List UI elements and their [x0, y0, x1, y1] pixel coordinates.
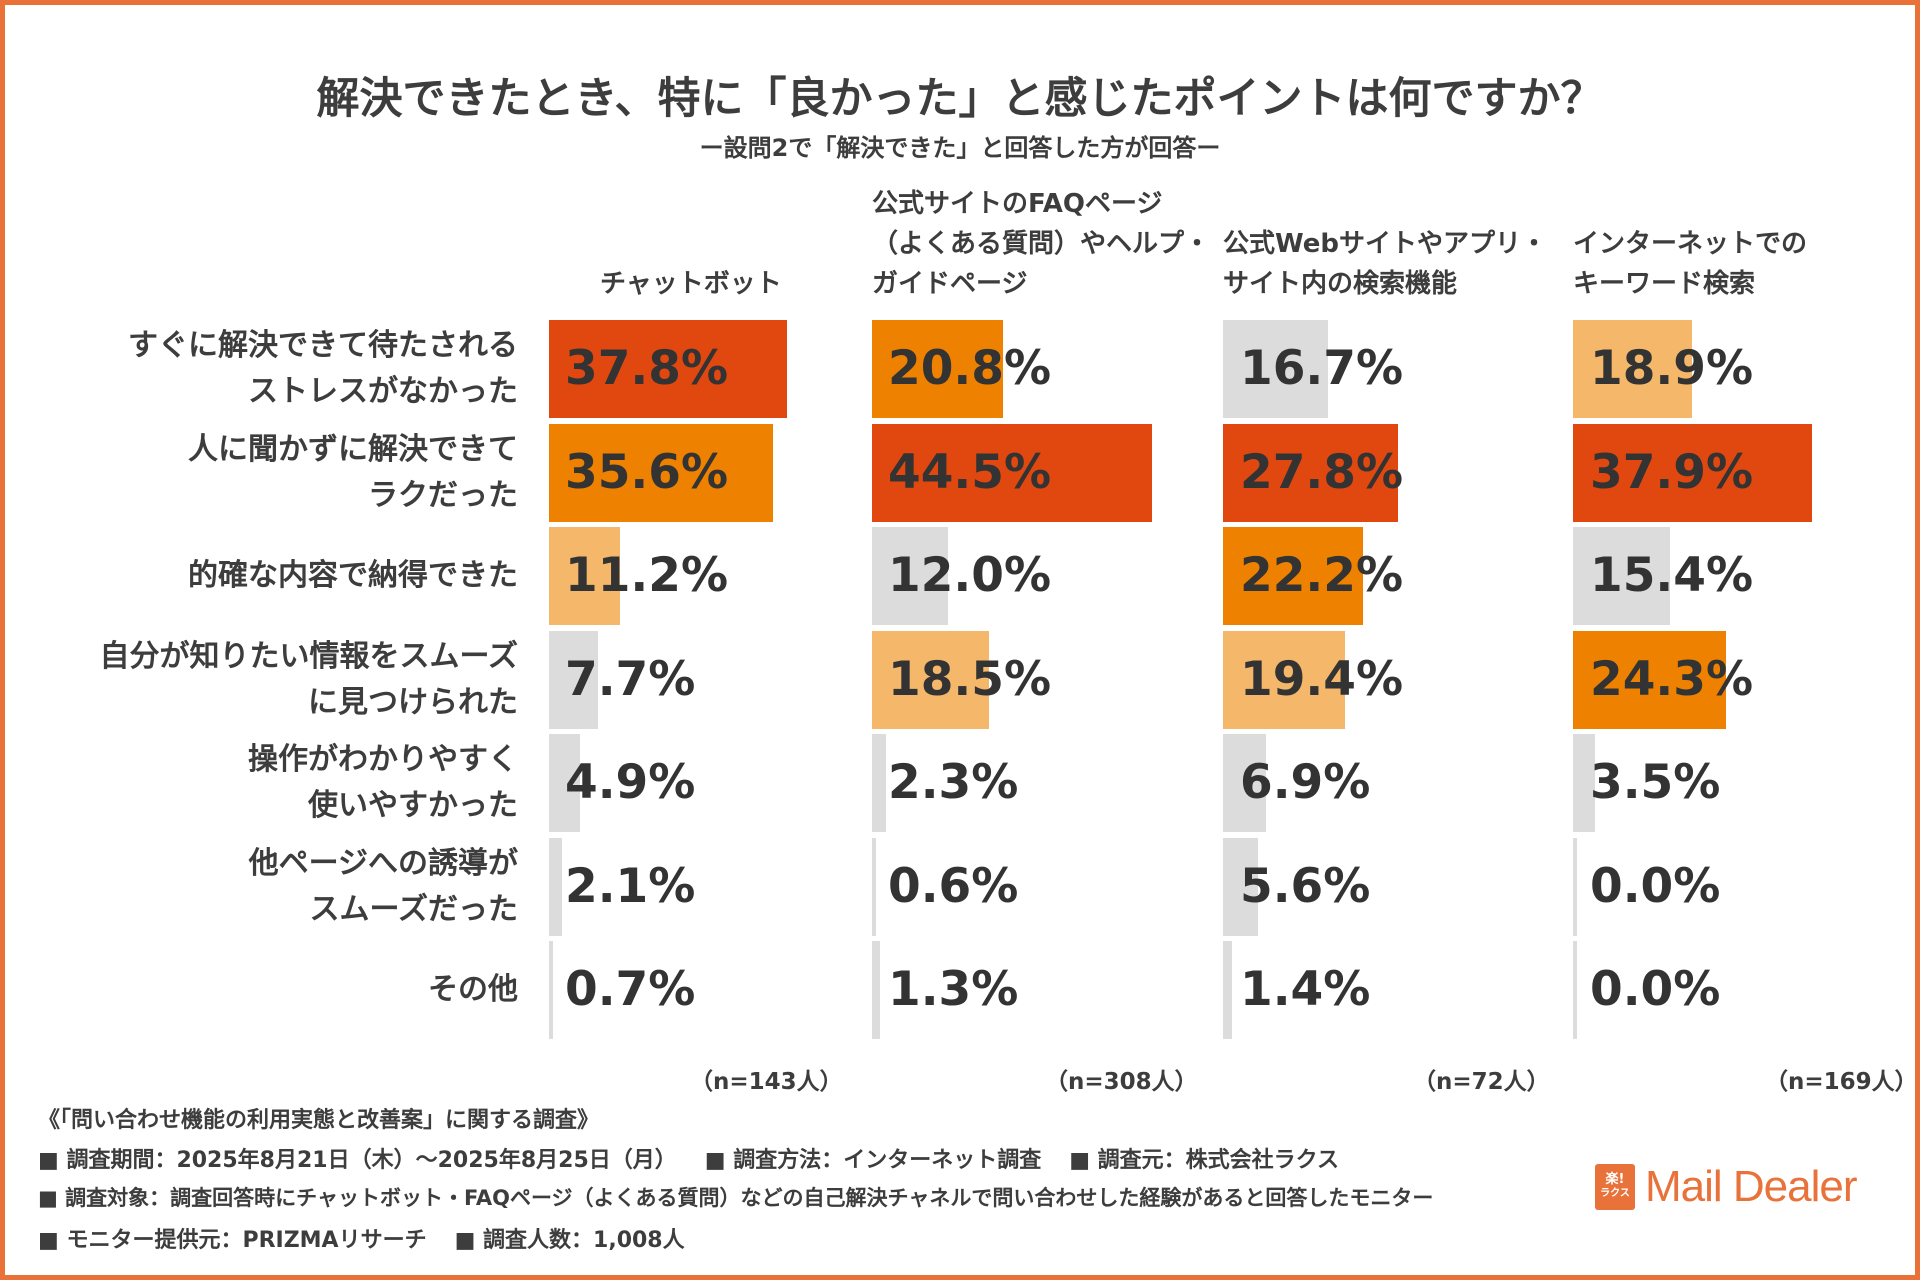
rakus-logo-mark: 楽! ラクス: [1595, 1164, 1635, 1210]
row-label: 的確な内容で納得できた: [188, 558, 518, 593]
bar: [872, 320, 1004, 418]
bar: [1223, 630, 1346, 729]
chart-subtitle: ー設問2で「解決できた」と回答した方が回答ー: [699, 134, 1221, 162]
data-label: 2.1%: [565, 858, 696, 914]
bar: [1223, 734, 1267, 832]
data-label: 18.5%: [888, 651, 1052, 707]
bar: [549, 630, 598, 729]
footer-period: ■ 調査期間：2025年8月21日（木）～2025年8月25日（月）: [38, 1148, 677, 1173]
data-label: 1.3%: [888, 962, 1019, 1017]
data-label: 1.4%: [1240, 962, 1371, 1017]
column-header: チャットボット: [600, 269, 782, 299]
data-label: 12.0%: [888, 548, 1052, 603]
data-label: 4.9%: [565, 755, 696, 810]
bar: [1573, 630, 1727, 729]
footer-line-1: ■ 調査期間：2025年8月21日（木）～2025年8月25日（月） ■ 調査方法…: [38, 1142, 1339, 1174]
data-label: 27.8%: [1240, 444, 1404, 500]
bar: [1223, 527, 1363, 625]
bar: [872, 423, 1153, 522]
footer-count: ■ 調査人数：1,008人: [454, 1228, 685, 1253]
footer-target: ■ 調査対象：調査回答時にチャットボット・FAQページ（よくある質問）などの自己…: [38, 1186, 1434, 1210]
footer-line-3: ■ モニター提供元：PRIZMAリサーチ ■ 調査人数：1,008人: [38, 1222, 685, 1254]
data-label: 0.0%: [1590, 962, 1721, 1017]
bar: [1573, 527, 1671, 625]
sample-size-label: （n=308人）: [1045, 1069, 1198, 1095]
bar: [872, 734, 887, 832]
column-header: 公式Webサイトやアプリ・ サイト内の検索機能: [1223, 229, 1547, 299]
bar: [549, 941, 554, 1039]
bar: [1223, 423, 1399, 522]
data-label: 18.9%: [1590, 341, 1754, 396]
data-label: 22.2%: [1240, 548, 1404, 603]
footer-provider: ■ モニター提供元：PRIZMAリサーチ: [38, 1228, 427, 1253]
data-label: 15.4%: [1590, 548, 1754, 603]
bar: [872, 941, 881, 1039]
data-label: 37.9%: [1590, 444, 1754, 500]
bar: [1573, 837, 1577, 936]
data-label: 0.6%: [888, 858, 1019, 914]
bar: [549, 734, 580, 832]
chart-title: 解決できたとき、特に「良かった」と感じたポイントは何ですか？: [316, 74, 1604, 124]
data-label: 16.7%: [1240, 341, 1404, 396]
logo-mark-top: 楽!: [1605, 1172, 1625, 1187]
column-header: インターネットでの キーワード検索: [1573, 229, 1808, 299]
data-label: 2.3%: [888, 755, 1019, 810]
bar: [872, 837, 876, 936]
data-label: 5.6%: [1240, 858, 1371, 914]
sample-size-label: （n=143人）: [690, 1069, 843, 1095]
bar: [1223, 837, 1259, 936]
data-label: 24.3%: [1590, 651, 1754, 707]
row-label: その他: [428, 972, 518, 1007]
row-label: 操作がわかりやすく 使いやすかった: [248, 742, 518, 823]
bar: [1573, 423, 1812, 522]
data-label: 35.6%: [565, 444, 729, 500]
row-label: すぐに解決できて待たされる ストレスがなかった: [128, 328, 518, 409]
logo-mark-bottom: ラクス: [1600, 1188, 1630, 1199]
row-label: 他ページへの誘導が スムーズだった: [248, 845, 518, 927]
bar: [1573, 941, 1577, 1039]
footer-method: ■ 調査方法：インターネット調査: [704, 1148, 1042, 1173]
bar: [549, 837, 563, 936]
bar: [1223, 320, 1329, 418]
footer-survey-name: 《「問い合わせ機能の利用実態と改善案」に関する調査》: [38, 1108, 600, 1133]
mail-dealer-logo: 楽! ラクス Mail Dealer: [1595, 1162, 1858, 1212]
data-label: 20.8%: [888, 341, 1052, 396]
data-label: 37.8%: [565, 341, 729, 396]
column-header: 公式サイトのFAQページ （よくある質問）やヘルプ・ ガイドページ: [872, 189, 1211, 299]
bar: [1573, 734, 1596, 832]
sample-size-label: （n=72人）: [1413, 1069, 1550, 1095]
bar: [549, 320, 788, 418]
logo-text: Mail Dealer: [1645, 1162, 1858, 1211]
bar: [1573, 320, 1693, 418]
data-label: 0.0%: [1590, 858, 1721, 914]
bar: [549, 527, 620, 625]
data-label: 44.5%: [888, 444, 1052, 500]
bar: [549, 423, 774, 522]
data-label: 3.5%: [1590, 755, 1721, 810]
row-label: 自分が知りたい情報をスムーズ に見つけられた: [99, 638, 519, 720]
footer-source: ■ 調査元：株式会社ラクス: [1069, 1148, 1340, 1173]
data-label: 11.2%: [565, 548, 729, 603]
bar: [1223, 941, 1232, 1039]
data-label: 0.7%: [565, 962, 696, 1017]
row-label: 人に聞かずに解決できて ラクだった: [188, 431, 518, 513]
data-label: 19.4%: [1240, 651, 1404, 707]
bar: [872, 527, 948, 625]
data-label: 6.9%: [1240, 755, 1371, 810]
data-label: 7.7%: [565, 651, 696, 707]
sample-size-label: （n=169人）: [1765, 1069, 1918, 1095]
bar: [872, 630, 989, 729]
